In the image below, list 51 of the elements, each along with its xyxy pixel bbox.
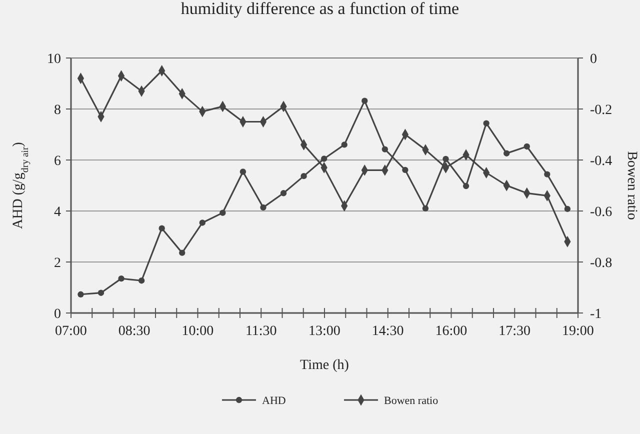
- point: [462, 182, 470, 190]
- y2-tick-label: -0.8: [590, 256, 612, 271]
- point: [158, 225, 165, 232]
- point: [98, 290, 104, 296]
- point: [320, 156, 328, 162]
- x-tick-label: 13:00: [308, 324, 340, 339]
- y2-tick-label: -0.4: [590, 154, 612, 169]
- point: [422, 205, 429, 212]
- y-tick-label: 6: [54, 154, 61, 169]
- x-axis-title: Time (h): [300, 358, 350, 373]
- point: [564, 206, 571, 212]
- point: [524, 143, 530, 150]
- point: [544, 171, 550, 178]
- x-tick-label: 14:30: [372, 324, 404, 339]
- point: [402, 166, 408, 174]
- point: [483, 120, 490, 126]
- legend-label: AHD: [262, 395, 286, 407]
- legend-label: Bowen ratio: [384, 395, 439, 407]
- x-tick-label: 10:00: [182, 324, 214, 339]
- point: [442, 156, 449, 162]
- y-tick-label: 10: [47, 52, 61, 67]
- y-tick-label: 2: [54, 256, 61, 271]
- point: [78, 291, 84, 298]
- point: [138, 278, 145, 284]
- x-tick-label: 11:30: [245, 324, 277, 339]
- x-tick-label: 08:30: [118, 324, 150, 339]
- point: [300, 172, 307, 180]
- point: [504, 150, 510, 156]
- y2-tick-label: 0: [590, 52, 597, 67]
- y2-tick-label: -1: [590, 307, 602, 322]
- y-tick-label: 0: [54, 307, 61, 322]
- y2-axis-title: Bowen ratio: [624, 151, 639, 220]
- chart-title: humidity difference as a function of time: [180, 0, 460, 18]
- point: [240, 168, 246, 175]
- y-tick-label: 8: [54, 103, 61, 118]
- point: [382, 146, 388, 152]
- point: [341, 142, 348, 148]
- x-tick-label: 16:00: [435, 324, 468, 339]
- point: [260, 204, 266, 211]
- y2-tick-label: -0.2: [590, 103, 612, 118]
- x-tick-label: 19:00: [562, 324, 594, 339]
- point: [199, 220, 206, 226]
- point: [220, 210, 226, 216]
- point: [179, 250, 186, 256]
- x-tick-label: 17:30: [498, 324, 531, 339]
- point: [280, 190, 287, 196]
- point: [362, 98, 368, 104]
- x-tick-label: 07:00: [55, 324, 87, 339]
- y2-tick-label: -0.6: [590, 205, 612, 220]
- point: [118, 275, 124, 282]
- y-tick-label: 4: [54, 205, 61, 220]
